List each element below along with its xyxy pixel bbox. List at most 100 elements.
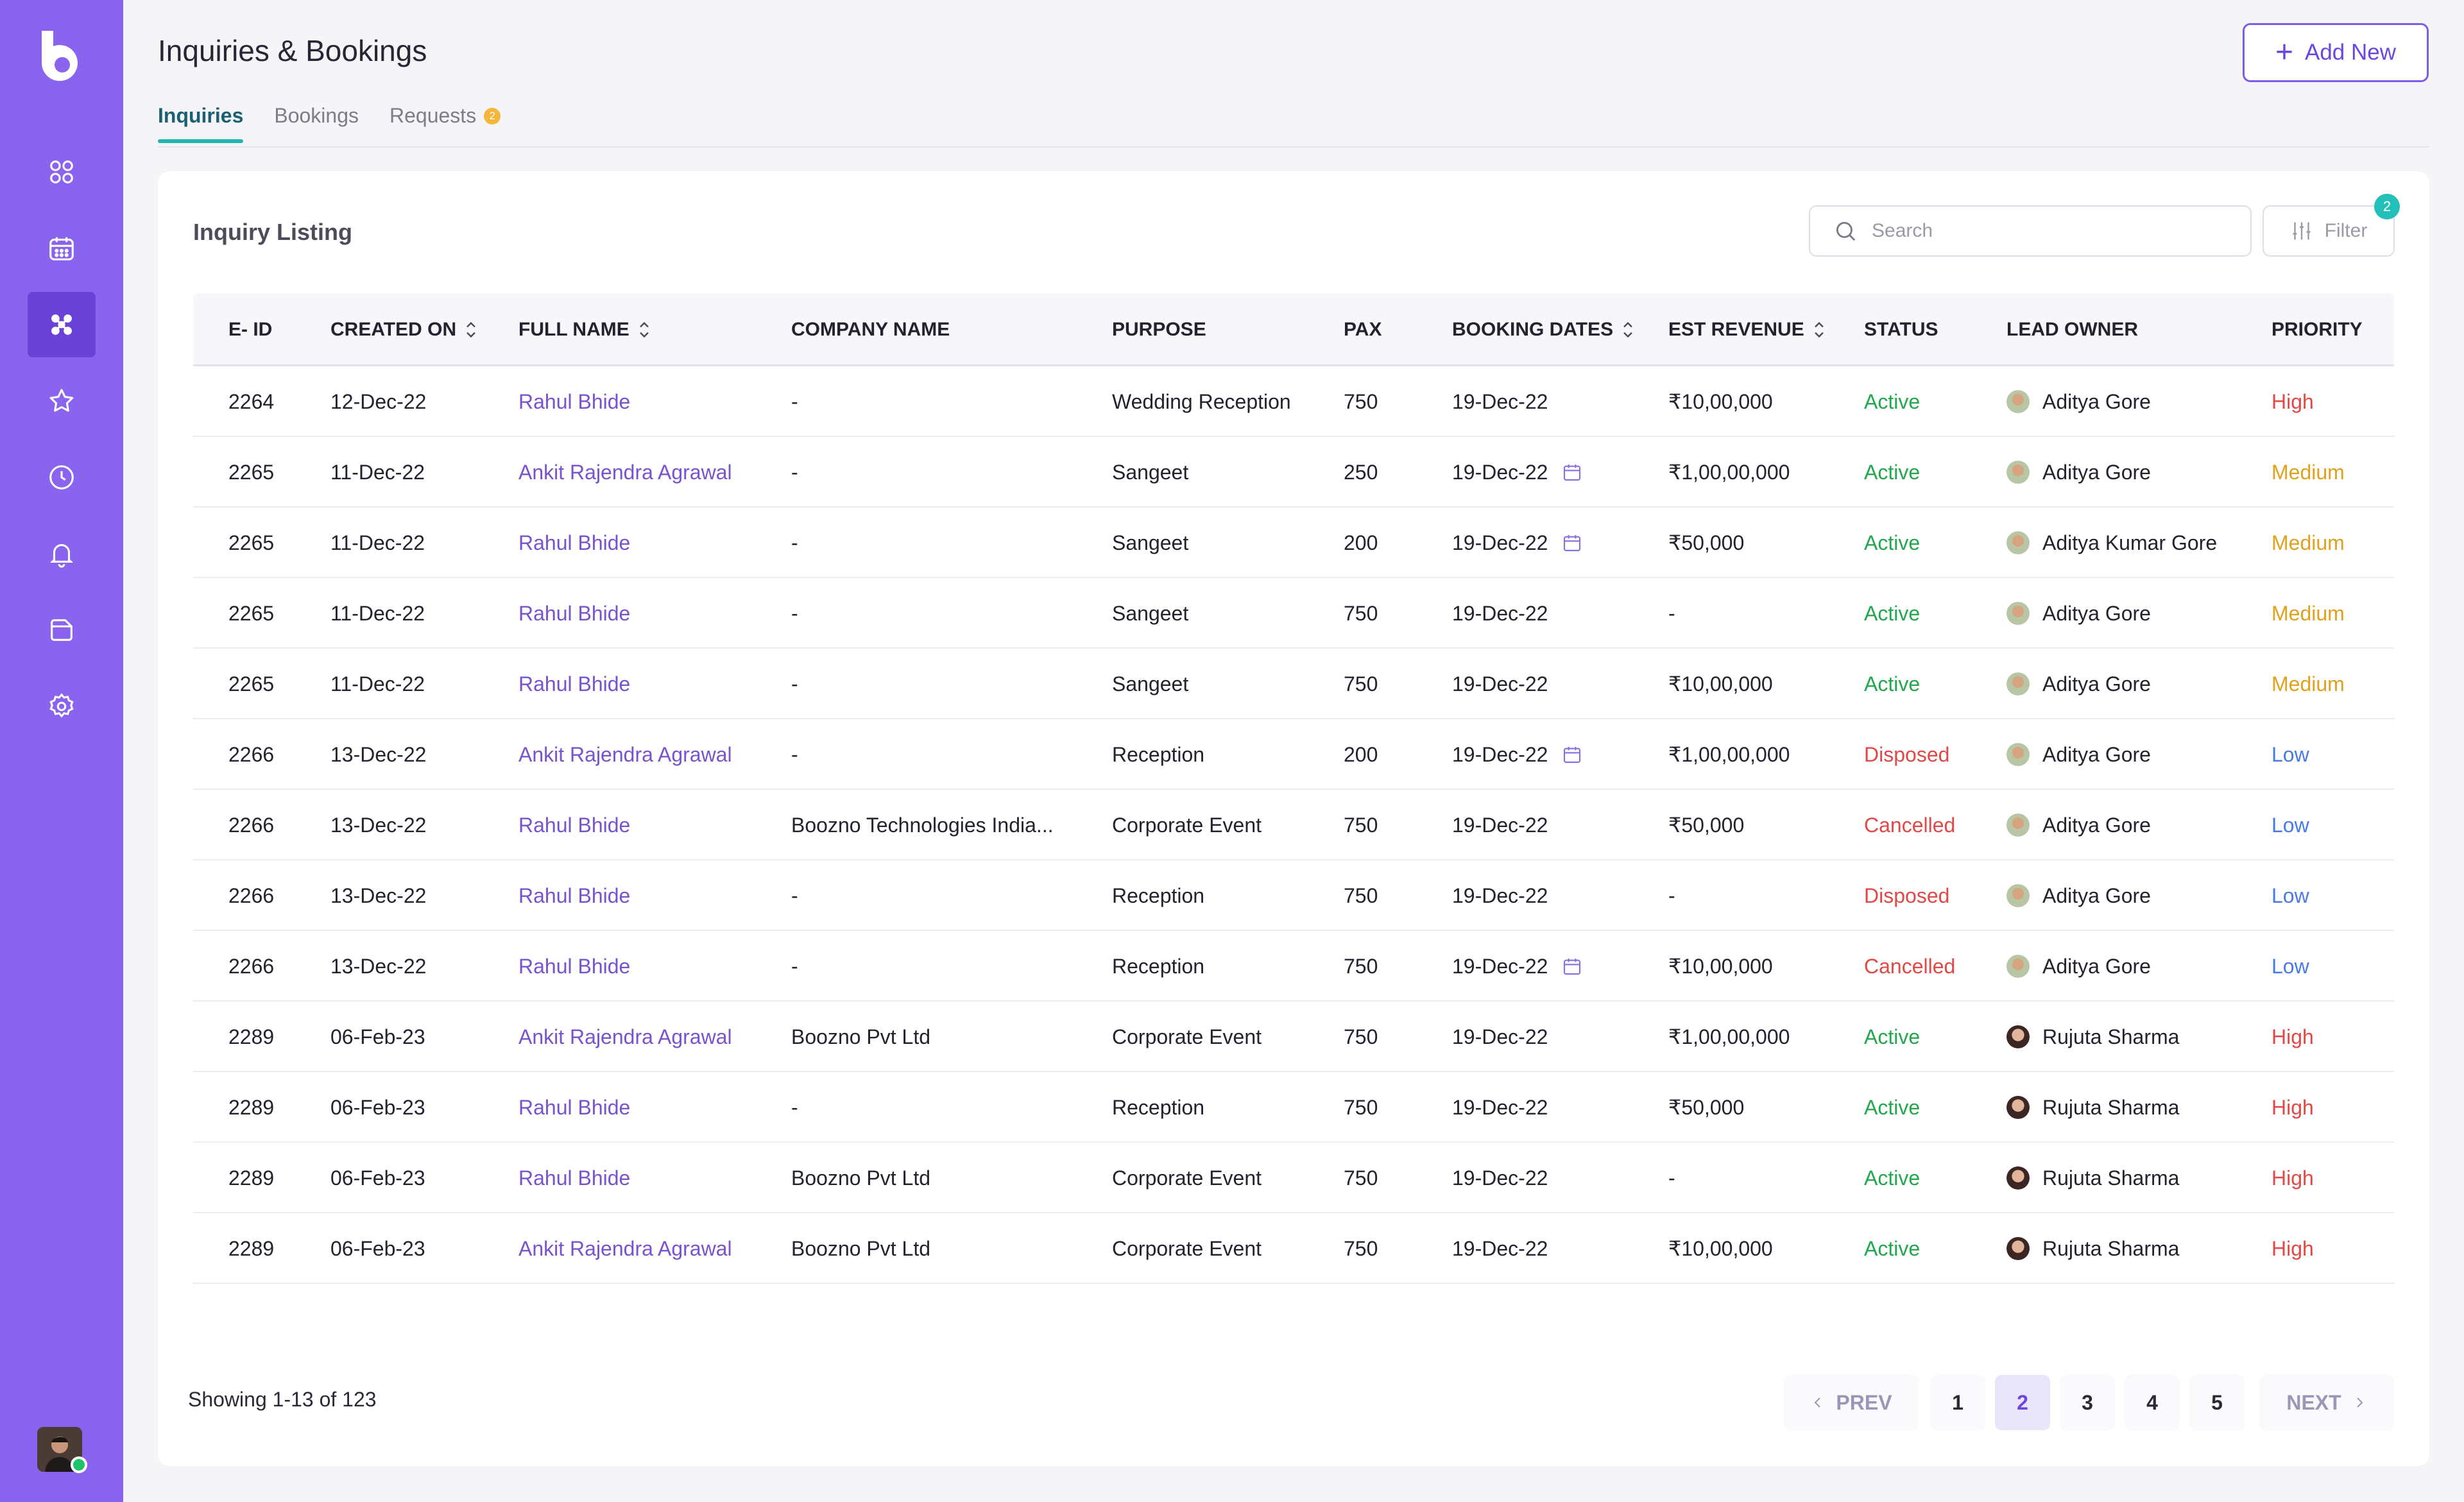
column-header-est-revenue[interactable]: EST REVENUE bbox=[1668, 293, 1825, 366]
search-input[interactable] bbox=[1872, 220, 2231, 242]
table-row[interactable]: 2266 13-Dec-22 Rahul Bhide Boozno Technolog… bbox=[193, 790, 2394, 860]
calendar-icon[interactable] bbox=[1562, 462, 1582, 482]
cell-full-name[interactable]: Rahul Bhide bbox=[518, 860, 630, 931]
cell-full-name[interactable]: Ankit Rajendra Agrawal bbox=[518, 1213, 732, 1284]
sidebar-item-calendar[interactable] bbox=[28, 216, 96, 281]
cell-full-name-text[interactable]: Ankit Rajendra Agrawal bbox=[518, 1236, 732, 1260]
table-row[interactable]: 2265 11-Dec-22 Ankit Rajendra Agrawal - Sang… bbox=[193, 437, 2394, 508]
table-row[interactable]: 2289 06-Feb-23 Rahul Bhide - Reception 750 19-… bbox=[193, 1072, 2394, 1143]
sidebar-item-settings[interactable] bbox=[28, 674, 96, 739]
tab-label: Bookings bbox=[274, 104, 359, 127]
sidebar-item-notifications[interactable] bbox=[28, 521, 96, 586]
table-row[interactable]: 2289 06-Feb-23 Ankit Rajendra Agrawal Boozn… bbox=[193, 1213, 2394, 1284]
cell-full-name[interactable]: Rahul Bhide bbox=[518, 1072, 630, 1143]
sidebar-item-inquiries[interactable] bbox=[28, 292, 96, 357]
table-row[interactable]: 2266 13-Dec-22 Rahul Bhide - Reception 750 19-… bbox=[193, 860, 2394, 931]
cell-priority: Low bbox=[2272, 931, 2309, 1002]
cell-pax: 750 bbox=[1344, 1143, 1378, 1213]
brand-logo[interactable] bbox=[39, 30, 81, 83]
cell-full-name[interactable]: Ankit Rajendra Agrawal bbox=[518, 719, 732, 790]
cell-full-name-text[interactable]: Rahul Bhide bbox=[518, 1166, 631, 1190]
page-3-button[interactable]: 3 bbox=[2060, 1375, 2115, 1430]
cell-status-text: Active bbox=[1864, 389, 1921, 413]
cell-purpose-text: Reception bbox=[1112, 1095, 1205, 1119]
cell-full-name[interactable]: Rahul Bhide bbox=[518, 508, 630, 578]
next-page-button[interactable]: NEXT bbox=[2259, 1375, 2394, 1430]
sort-icon[interactable] bbox=[1622, 320, 1634, 339]
cell-full-name-text[interactable]: Rahul Bhide bbox=[518, 1095, 631, 1119]
cell-company-name: Boozno Pvt Ltd bbox=[791, 1143, 930, 1213]
column-header-eid: E- ID bbox=[228, 319, 273, 340]
calendar-icon[interactable] bbox=[1562, 533, 1582, 553]
sidebar-item-favorites[interactable] bbox=[28, 368, 96, 434]
cell-est-revenue: ₹1,00,00,000 bbox=[1668, 1002, 1790, 1072]
search-box[interactable] bbox=[1809, 205, 2252, 257]
cell-full-name[interactable]: Rahul Bhide bbox=[518, 931, 630, 1002]
cell-created-on-text: 13-Dec-22 bbox=[330, 954, 427, 978]
sort-icon[interactable] bbox=[465, 320, 477, 339]
cell-purpose: Corporate Event bbox=[1112, 790, 1262, 860]
cell-full-name[interactable]: Ankit Rajendra Agrawal bbox=[518, 437, 732, 508]
table-row[interactable]: 2266 13-Dec-22 Rahul Bhide - Reception 750 19-… bbox=[193, 931, 2394, 1002]
column-header-full-name[interactable]: FULL NAME bbox=[518, 293, 650, 366]
cell-lead-owner-text: Aditya Gore bbox=[2042, 813, 2151, 837]
table-row[interactable]: 2265 11-Dec-22 Rahul Bhide - Sangeet 200 19-De… bbox=[193, 508, 2394, 578]
user-avatar[interactable] bbox=[37, 1427, 87, 1473]
table-row[interactable]: 2264 12-Dec-22 Rahul Bhide - Wedding Recepti… bbox=[193, 366, 2394, 437]
inquiry-listing-card: Inquiry Listing Filter 2 E- ID CREATED O… bbox=[158, 171, 2429, 1466]
page-1-button[interactable]: 1 bbox=[1930, 1375, 1985, 1430]
calendar-icon[interactable] bbox=[1562, 956, 1582, 977]
cell-created-on: 11-Dec-22 bbox=[330, 508, 425, 578]
prev-page-button[interactable]: PREV bbox=[1784, 1375, 1919, 1430]
table-row[interactable]: 2266 13-Dec-22 Ankit Rajendra Agrawal - Rece… bbox=[193, 719, 2394, 790]
sidebar-item-history[interactable] bbox=[28, 445, 96, 510]
cell-full-name-text[interactable]: Rahul Bhide bbox=[518, 813, 631, 837]
page-4-button[interactable]: 4 bbox=[2125, 1375, 2180, 1430]
cell-full-name[interactable]: Rahul Bhide bbox=[518, 366, 630, 437]
sidebar-item-documents[interactable] bbox=[28, 597, 96, 663]
calendar-icon[interactable] bbox=[1562, 744, 1582, 765]
page-5-button[interactable]: 5 bbox=[2189, 1375, 2245, 1430]
cell-full-name-text[interactable]: Rahul Bhide bbox=[518, 389, 631, 413]
table-row[interactable]: 2265 11-Dec-22 Rahul Bhide - Sangeet 750 19-De… bbox=[193, 649, 2394, 719]
cell-full-name-text[interactable]: Rahul Bhide bbox=[518, 601, 631, 625]
cell-company-name-text: Boozno Pvt Ltd bbox=[791, 1166, 931, 1190]
cell-booking-date: 19-Dec-22 bbox=[1452, 578, 1548, 649]
table-row[interactable]: 2289 06-Feb-23 Rahul Bhide Boozno Pvt Ltd Co… bbox=[193, 1143, 2394, 1213]
column-header-booking-dates[interactable]: BOOKING DATES bbox=[1452, 293, 1634, 366]
column-header-created-on[interactable]: CREATED ON bbox=[330, 293, 477, 366]
page-2-button[interactable]: 2 bbox=[1995, 1375, 2050, 1430]
cell-full-name-text[interactable]: Rahul Bhide bbox=[518, 531, 631, 554]
add-new-button[interactable]: + Add New bbox=[2243, 23, 2429, 82]
owner-avatar bbox=[2006, 461, 2030, 484]
cell-eid-text: 2266 bbox=[228, 883, 275, 907]
cell-full-name[interactable]: Rahul Bhide bbox=[518, 649, 630, 719]
tab-requests[interactable]: Requests 2 bbox=[389, 104, 501, 142]
cell-lead-owner-text: Aditya Gore bbox=[2042, 460, 2151, 484]
sort-icon[interactable] bbox=[638, 320, 650, 339]
tab-inquiries[interactable]: Inquiries bbox=[158, 104, 244, 143]
cell-full-name-text[interactable]: Rahul Bhide bbox=[518, 672, 631, 696]
cell-full-name-text[interactable]: Ankit Rajendra Agrawal bbox=[518, 742, 732, 766]
cell-full-name-text[interactable]: Ankit Rajendra Agrawal bbox=[518, 460, 732, 484]
sort-icon[interactable] bbox=[1813, 320, 1825, 339]
cell-booking-date-text: 19-Dec-22 bbox=[1452, 883, 1548, 907]
sidebar-item-dashboard[interactable] bbox=[28, 139, 96, 205]
cell-full-name-text[interactable]: Rahul Bhide bbox=[518, 883, 631, 907]
cell-created-on: 12-Dec-22 bbox=[330, 366, 426, 437]
table-row[interactable]: 2289 06-Feb-23 Ankit Rajendra Agrawal Boozn… bbox=[193, 1002, 2394, 1072]
cell-full-name[interactable]: Rahul Bhide bbox=[518, 790, 630, 860]
cell-status-text: Disposed bbox=[1864, 742, 1950, 766]
cell-eid-text: 2265 bbox=[228, 531, 275, 554]
cell-status-text: Active bbox=[1864, 1025, 1921, 1048]
cell-lead-owner-text: Aditya Kumar Gore bbox=[2042, 531, 2218, 554]
filter-button[interactable]: Filter 2 bbox=[2263, 194, 2400, 257]
table-row[interactable]: 2265 11-Dec-22 Rahul Bhide - Sangeet 750 19-De… bbox=[193, 578, 2394, 649]
tab-bookings[interactable]: Bookings bbox=[274, 104, 359, 142]
cell-full-name[interactable]: Rahul Bhide bbox=[518, 578, 630, 649]
cell-full-name[interactable]: Rahul Bhide bbox=[518, 1143, 630, 1213]
cell-full-name-text[interactable]: Rahul Bhide bbox=[518, 954, 631, 978]
cell-full-name[interactable]: Ankit Rajendra Agrawal bbox=[518, 1002, 732, 1072]
cell-purpose-text: Sangeet bbox=[1112, 672, 1189, 696]
cell-full-name-text[interactable]: Ankit Rajendra Agrawal bbox=[518, 1025, 732, 1048]
